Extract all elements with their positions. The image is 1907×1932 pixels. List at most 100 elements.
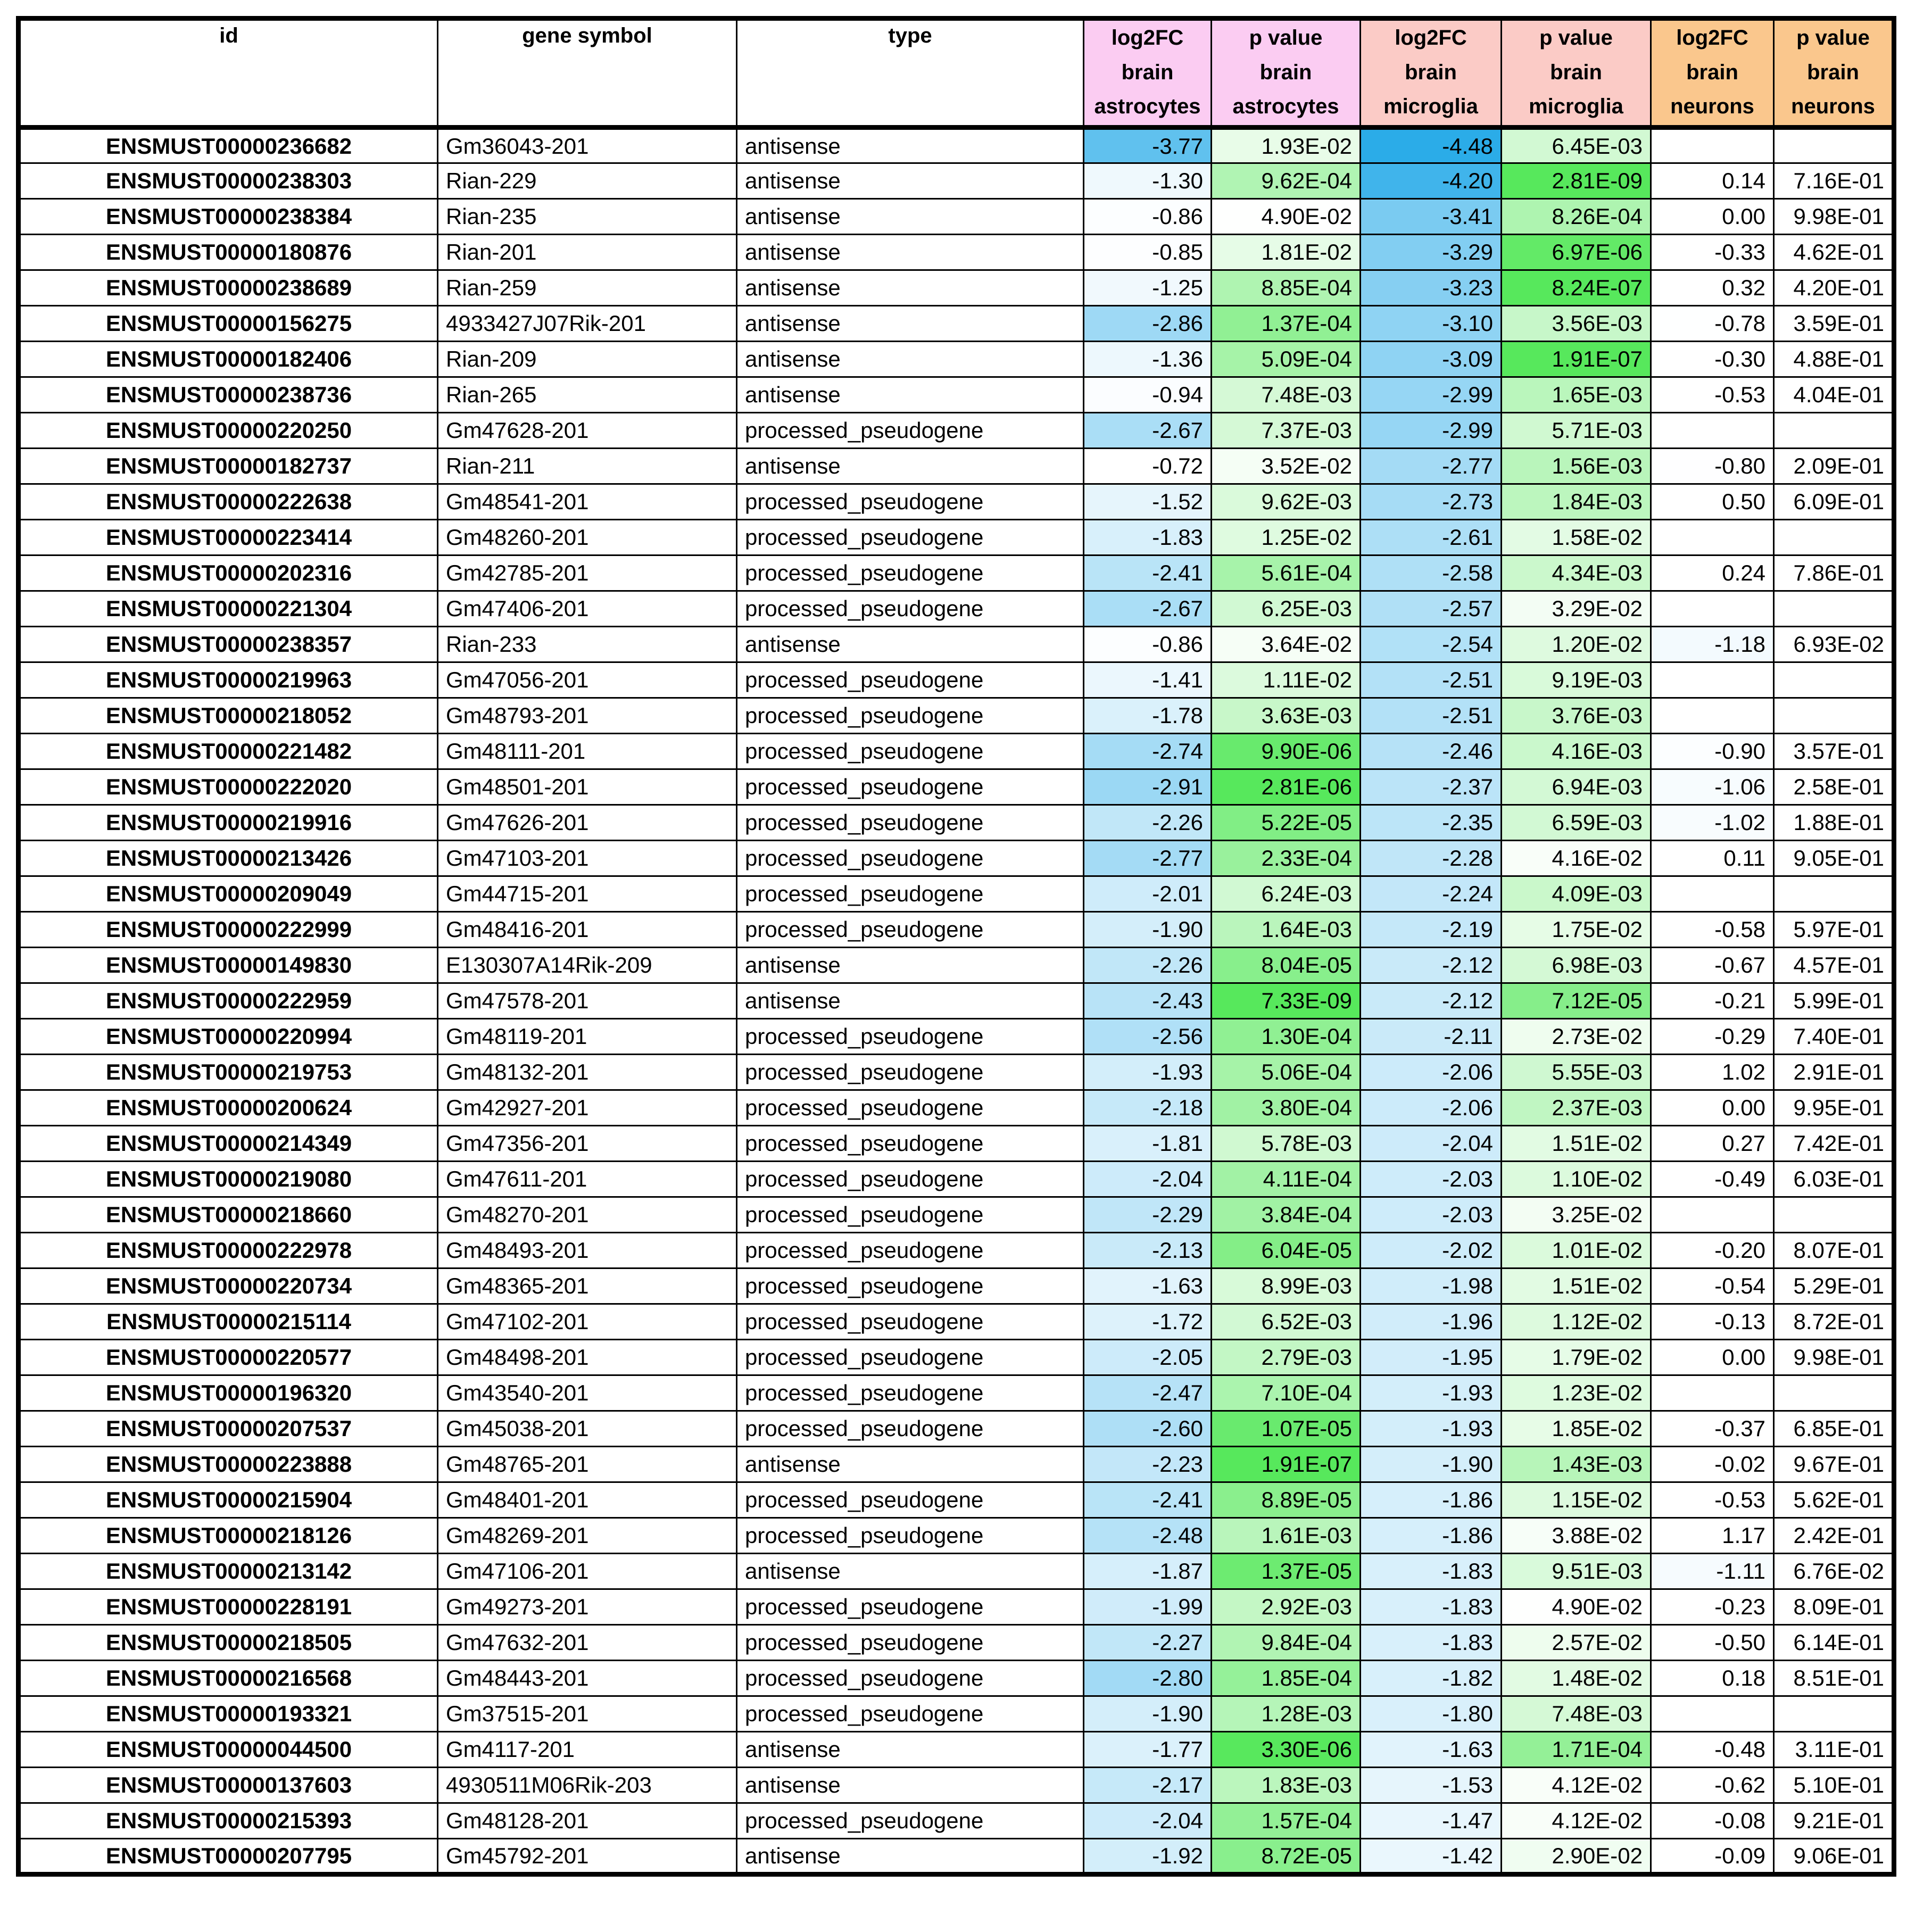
log2fc-astrocytes-cell: -1.93 [1083, 1054, 1212, 1091]
pvalue-microglia-cell: 6.98E-03 [1500, 947, 1652, 984]
log2fc-microglia-cell: -2.19 [1359, 911, 1502, 948]
id-cell: ENSMUST00000238357 [18, 626, 438, 663]
type-cell: processed_pseudogene [736, 1303, 1084, 1340]
log2fc-microglia-cell: -2.77 [1359, 447, 1502, 485]
header-line-cell: neurons [1791, 95, 1875, 118]
type-cell: processed_pseudogene [736, 554, 1084, 592]
id-cell: ENSMUST00000209049 [18, 875, 438, 913]
table-row: ENSMUST00000200624 Gm42927-201 processed_p… [18, 1089, 1895, 1126]
pvalue-astrocytes-cell: 6.04E-05 [1210, 1232, 1361, 1269]
id-cell: ENSMUST00000215114 [18, 1303, 438, 1340]
table-row: ENSMUST00000137603 4930511M06Rik-203 antis… [18, 1767, 1895, 1804]
log2fc-astrocytes-cell: -1.72 [1083, 1303, 1212, 1340]
pvalue-neurons-cell: 2.58E-01 [1773, 768, 1895, 806]
type-cell: processed_pseudogene [736, 875, 1084, 913]
log2fc-neurons-cell: 0.00 [1650, 198, 1775, 235]
log2fc-microglia-cell: -1.63 [1359, 1731, 1502, 1768]
pvalue-astrocytes-cell: 7.33E-09 [1210, 982, 1361, 1019]
type-cell: antisense [736, 1553, 1084, 1590]
pvalue-neurons-cell: 6.03E-01 [1773, 1160, 1895, 1198]
gene-cell: Gm47578-201 [437, 982, 737, 1019]
gene-cell: Gm47356-201 [437, 1125, 737, 1162]
pvalue-microglia-cell: 4.16E-03 [1500, 733, 1652, 770]
log2fc-neurons-cell [1650, 127, 1775, 164]
column-header-pvalue-astrocytes: p value brain astrocytes [1210, 18, 1361, 130]
type-cell: processed_pseudogene [736, 1267, 1084, 1305]
header-line-cell: astrocytes [1232, 95, 1339, 118]
pvalue-microglia-cell: 5.71E-03 [1500, 412, 1652, 449]
id-cell: ENSMUST00000182406 [18, 341, 438, 378]
pvalue-microglia-cell: 1.58E-02 [1500, 519, 1652, 556]
table-row: ENSMUST00000182406 Rian-209 antisense -1.36… [18, 341, 1895, 378]
gene-cell: Gm48416-201 [437, 911, 737, 948]
table-row: ENSMUST00000156275 4933427J07Rik-201 antis… [18, 305, 1895, 342]
pvalue-astrocytes-cell: 1.30E-04 [1210, 1018, 1361, 1055]
type-cell: processed_pseudogene [736, 1588, 1084, 1626]
log2fc-neurons-cell [1650, 590, 1775, 627]
pvalue-astrocytes-cell: 6.25E-03 [1210, 590, 1361, 627]
gene-expression-table: id gene symbol type log2FC brain astrocy… [16, 16, 1896, 1877]
log2fc-neurons-cell: -0.49 [1650, 1160, 1775, 1198]
table-row: ENSMUST00000193321 Gm37515-201 processed_p… [18, 1695, 1895, 1732]
pvalue-microglia-cell: 2.90E-02 [1500, 1838, 1652, 1875]
gene-cell: Rian-201 [437, 234, 737, 271]
pvalue-microglia-cell: 6.97E-06 [1500, 234, 1652, 271]
pvalue-neurons-cell [1773, 1695, 1895, 1732]
table-row: ENSMUST00000220734 Gm48365-201 processed_p… [18, 1267, 1895, 1305]
log2fc-microglia-cell: -1.90 [1359, 1446, 1502, 1483]
log2fc-neurons-cell: -0.08 [1650, 1802, 1775, 1839]
log2fc-neurons-cell: -0.78 [1650, 305, 1775, 342]
id-cell: ENSMUST00000213142 [18, 1553, 438, 1590]
pvalue-astrocytes-cell: 1.85E-04 [1210, 1660, 1361, 1697]
type-cell: processed_pseudogene [736, 1089, 1084, 1126]
pvalue-neurons-cell: 5.10E-01 [1773, 1767, 1895, 1804]
pvalue-microglia-cell: 4.12E-02 [1500, 1802, 1652, 1839]
table-row: ENSMUST00000222999 Gm48416-201 processed_p… [18, 911, 1895, 948]
log2fc-astrocytes-cell: -2.23 [1083, 1446, 1212, 1483]
id-cell: ENSMUST00000218660 [18, 1196, 438, 1233]
pvalue-neurons-cell [1773, 875, 1895, 913]
type-cell: processed_pseudogene [736, 1624, 1084, 1661]
gene-cell: Gm47632-201 [437, 1624, 737, 1661]
table-row: ENSMUST00000222959 Gm47578-201 antisense -2… [18, 982, 1895, 1019]
id-cell: ENSMUST00000219753 [18, 1054, 438, 1091]
pvalue-neurons-cell [1773, 1374, 1895, 1412]
type-cell: processed_pseudogene [736, 590, 1084, 627]
log2fc-astrocytes-cell: -2.67 [1083, 590, 1212, 627]
log2fc-microglia-cell: -1.83 [1359, 1624, 1502, 1661]
log2fc-microglia-cell: -3.29 [1359, 234, 1502, 271]
type-cell: antisense [736, 1731, 1084, 1768]
gene-cell: Gm48269-201 [437, 1517, 737, 1554]
pvalue-neurons-cell: 5.29E-01 [1773, 1267, 1895, 1305]
gene-cell: Gm48793-201 [437, 697, 737, 734]
pvalue-neurons-cell: 6.14E-01 [1773, 1624, 1895, 1661]
pvalue-microglia-cell: 6.59E-03 [1500, 804, 1652, 841]
id-cell: ENSMUST00000218052 [18, 697, 438, 734]
pvalue-astrocytes-cell: 1.93E-02 [1210, 127, 1361, 164]
log2fc-astrocytes-cell: -2.17 [1083, 1767, 1212, 1804]
table-row: ENSMUST00000149830 E130307A14Rik-209 antis… [18, 947, 1895, 984]
header-line-metric: p value [1796, 26, 1870, 49]
gene-cell: Gm47056-201 [437, 661, 737, 699]
pvalue-neurons-cell: 5.62E-01 [1773, 1481, 1895, 1519]
pvalue-astrocytes-cell: 3.64E-02 [1210, 626, 1361, 663]
column-header-gene-symbol: gene symbol [437, 18, 737, 130]
pvalue-microglia-cell: 1.23E-02 [1500, 1374, 1652, 1412]
pvalue-neurons-cell: 7.16E-01 [1773, 162, 1895, 200]
gene-cell: Gm45038-201 [437, 1410, 737, 1447]
type-cell: processed_pseudogene [736, 1160, 1084, 1198]
log2fc-neurons-cell [1650, 1374, 1775, 1412]
type-cell: processed_pseudogene [736, 1374, 1084, 1412]
gene-cell: Gm48401-201 [437, 1481, 737, 1519]
log2fc-neurons-cell: -0.53 [1650, 1481, 1775, 1519]
gene-cell: Rian-259 [437, 269, 737, 306]
log2fc-microglia-cell: -2.11 [1359, 1018, 1502, 1055]
log2fc-microglia-cell: -2.06 [1359, 1089, 1502, 1126]
id-cell: ENSMUST00000222959 [18, 982, 438, 1019]
table-row: ENSMUST00000215904 Gm48401-201 processed_p… [18, 1481, 1895, 1519]
pvalue-microglia-cell: 1.65E-03 [1500, 376, 1652, 413]
table-row: ENSMUST00000222638 Gm48541-201 processed_p… [18, 483, 1895, 520]
type-cell: antisense [736, 234, 1084, 271]
id-cell: ENSMUST00000221304 [18, 590, 438, 627]
id-cell: ENSMUST00000137603 [18, 1767, 438, 1804]
